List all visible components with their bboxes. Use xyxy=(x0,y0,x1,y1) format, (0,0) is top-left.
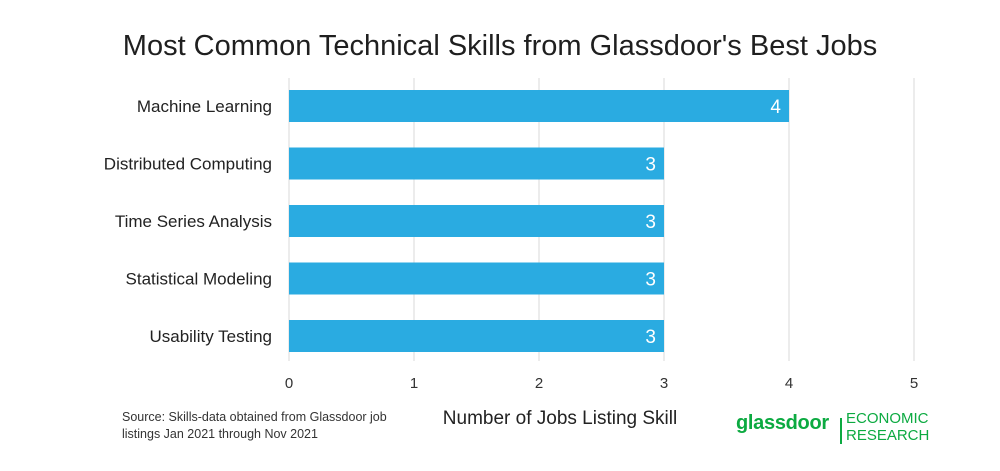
source-line-1: Source: Skills-data obtained from Glassd… xyxy=(122,410,387,424)
data-label: 4 xyxy=(770,97,781,118)
category-label: Usability Testing xyxy=(149,327,272,346)
data-label: 3 xyxy=(645,270,656,291)
category-label: Distributed Computing xyxy=(104,155,272,174)
category-label: Statistical Modeling xyxy=(126,270,272,289)
category-label: Time Series Analysis xyxy=(115,212,272,231)
source-note: Source: Skills-data obtained from Glassd… xyxy=(122,409,422,443)
x-tick-label: 0 xyxy=(285,375,293,392)
chart-title: Most Common Technical Skills from Glassd… xyxy=(122,30,878,62)
logo-subtitle: ECONOMIC RESEARCH xyxy=(846,410,929,444)
bar xyxy=(289,90,789,122)
category-label: Machine Learning xyxy=(137,97,272,116)
data-label: 3 xyxy=(645,155,656,176)
bar xyxy=(289,320,664,352)
x-tick-label: 2 xyxy=(535,375,543,392)
logo-sub-line-2: RESEARCH xyxy=(846,427,930,444)
logo-divider xyxy=(840,418,842,444)
x-tick-label: 3 xyxy=(660,375,668,392)
bar xyxy=(289,147,664,180)
data-label: 3 xyxy=(645,212,656,233)
x-tick-label: 1 xyxy=(410,375,418,392)
source-line-2: listings Jan 2021 through Nov 2021 xyxy=(122,427,318,441)
data-label: 3 xyxy=(645,327,656,348)
bar-chart: 0 1 2 3 4 5 Machine Learning 4 Distributed Compu… xyxy=(104,78,918,392)
x-axis-label: Number of Jobs Listing Skill xyxy=(442,408,678,429)
bar xyxy=(289,205,664,237)
logo-wordmark: glassdoor xyxy=(736,412,829,434)
x-tick-label: 4 xyxy=(785,375,793,392)
logo-sub-line-1: ECONOMIC xyxy=(846,410,929,427)
x-tick-label: 5 xyxy=(910,375,918,392)
bar xyxy=(289,262,664,295)
